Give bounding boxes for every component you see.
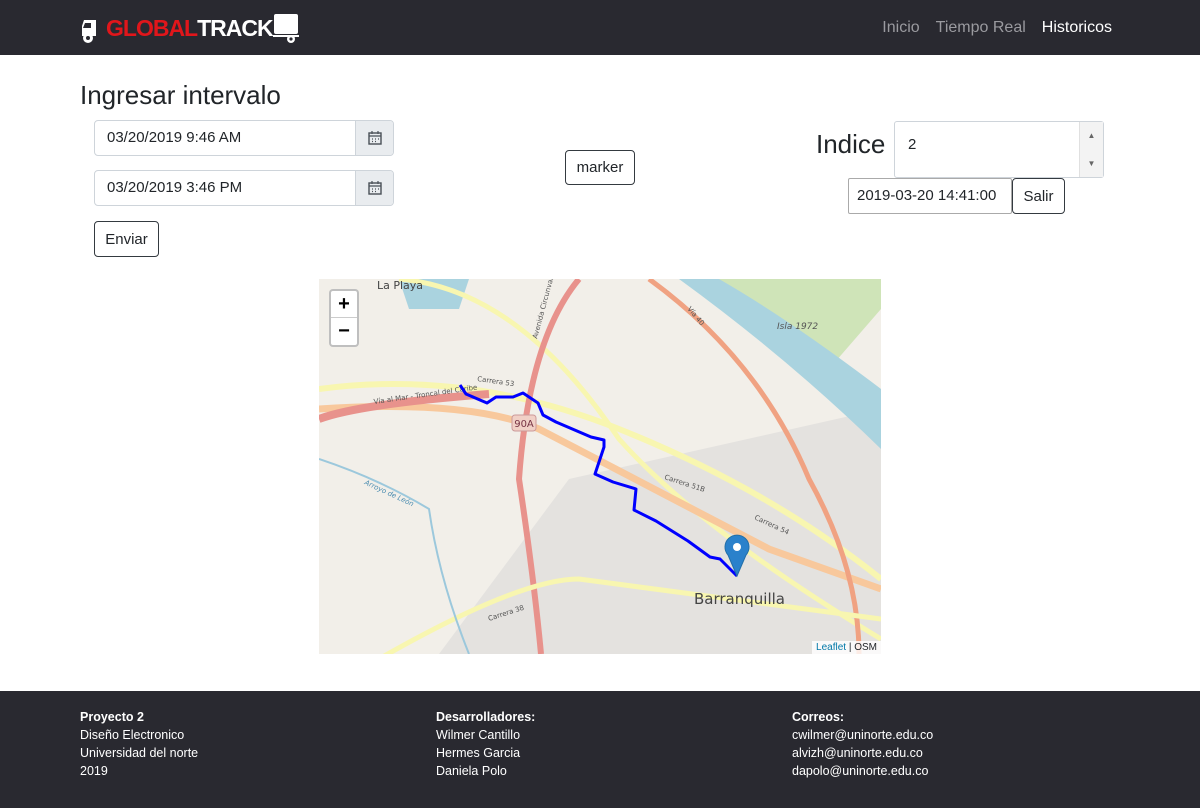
- salir-button[interactable]: Salir: [1012, 178, 1065, 214]
- calendar-icon[interactable]: [355, 121, 393, 155]
- enviar-button[interactable]: Enviar: [94, 221, 159, 257]
- map-marker-icon[interactable]: [724, 534, 750, 578]
- indice-label: Indice: [816, 129, 886, 159]
- footer-line: Universidad del norte: [80, 746, 199, 760]
- map[interactable]: 90A La Playa Barranquilla Isla 1972 Carr…: [319, 279, 881, 654]
- timestamp-field[interactable]: 2019-03-20 14:41:00: [848, 178, 1012, 214]
- indice-input[interactable]: 2 ▲ ▼: [894, 121, 1104, 178]
- map-label-barranquilla: Barranquilla: [694, 590, 785, 608]
- marker-button[interactable]: marker: [565, 150, 635, 185]
- logo-text-track: TRACK: [197, 14, 273, 41]
- email: dapolo@uninorte.edu.co: [792, 764, 929, 778]
- footer-project-title: Proyecto 2: [80, 710, 144, 724]
- route-line: [458, 384, 739, 578]
- map-label-90a: 90A: [514, 419, 534, 430]
- spin-up-icon[interactable]: ▲: [1087, 131, 1096, 141]
- nav-inicio[interactable]: Inicio: [882, 19, 920, 36]
- developer-name: Hermes Garcia: [436, 746, 521, 760]
- zoom-out-button[interactable]: −: [338, 320, 350, 342]
- navbar: GLOBAL TRACK Inicio Tiempo Real Historico…: [0, 0, 1200, 55]
- leaflet-link[interactable]: Leaflet: [816, 642, 847, 653]
- calendar-icon[interactable]: [355, 171, 393, 205]
- attribution-separator: |: [846, 642, 855, 653]
- developer-name: Wilmer Cantillo: [436, 728, 521, 742]
- osm-attribution: OSM: [854, 642, 877, 653]
- email: alvizh@uninorte.edu.co: [792, 746, 923, 760]
- logo-text-global: GLOBAL: [106, 14, 198, 41]
- footer-line: 2019: [80, 764, 108, 778]
- start-value[interactable]: 03/20/2019 9:46 AM: [107, 129, 242, 146]
- zoom-in-button[interactable]: +: [331, 291, 357, 318]
- page-title: Ingresar intervalo: [80, 80, 281, 110]
- map-tiles[interactable]: 90A La Playa Barranquilla Isla 1972 Carr…: [319, 279, 881, 654]
- footer-line: Diseño Electronico: [80, 728, 185, 742]
- map-attribution: Leaflet | OSM: [812, 641, 881, 654]
- truck-icon: [82, 20, 96, 43]
- zoom-control: + −: [329, 289, 359, 347]
- end-datetime-input[interactable]: 03/20/2019 3:46 PM: [94, 170, 394, 206]
- end-value[interactable]: 03/20/2019 3:46 PM: [107, 179, 243, 196]
- email: cwilmer@uninorte.edu.co: [792, 728, 934, 742]
- indice-value[interactable]: 2: [908, 136, 917, 153]
- logo[interactable]: GLOBAL TRACK: [82, 12, 299, 44]
- start-datetime-input[interactable]: 03/20/2019 9:46 AM: [94, 120, 394, 156]
- developer-name: Daniela Polo: [436, 764, 507, 778]
- footer-emails-title: Correos:: [792, 710, 845, 724]
- footer-devs-title: Desarrolladores:: [436, 710, 536, 724]
- spin-down-icon[interactable]: ▼: [1087, 158, 1096, 168]
- trailer-icon: [272, 14, 299, 43]
- nav-tiempo-real[interactable]: Tiempo Real: [935, 19, 1026, 36]
- map-label-isla: Isla 1972: [777, 322, 818, 332]
- map-label-la-playa: La Playa: [377, 279, 423, 292]
- nav-historicos[interactable]: Historicos: [1041, 19, 1112, 36]
- footer: Proyecto 2 Diseño Electronico Universidad …: [0, 691, 1200, 808]
